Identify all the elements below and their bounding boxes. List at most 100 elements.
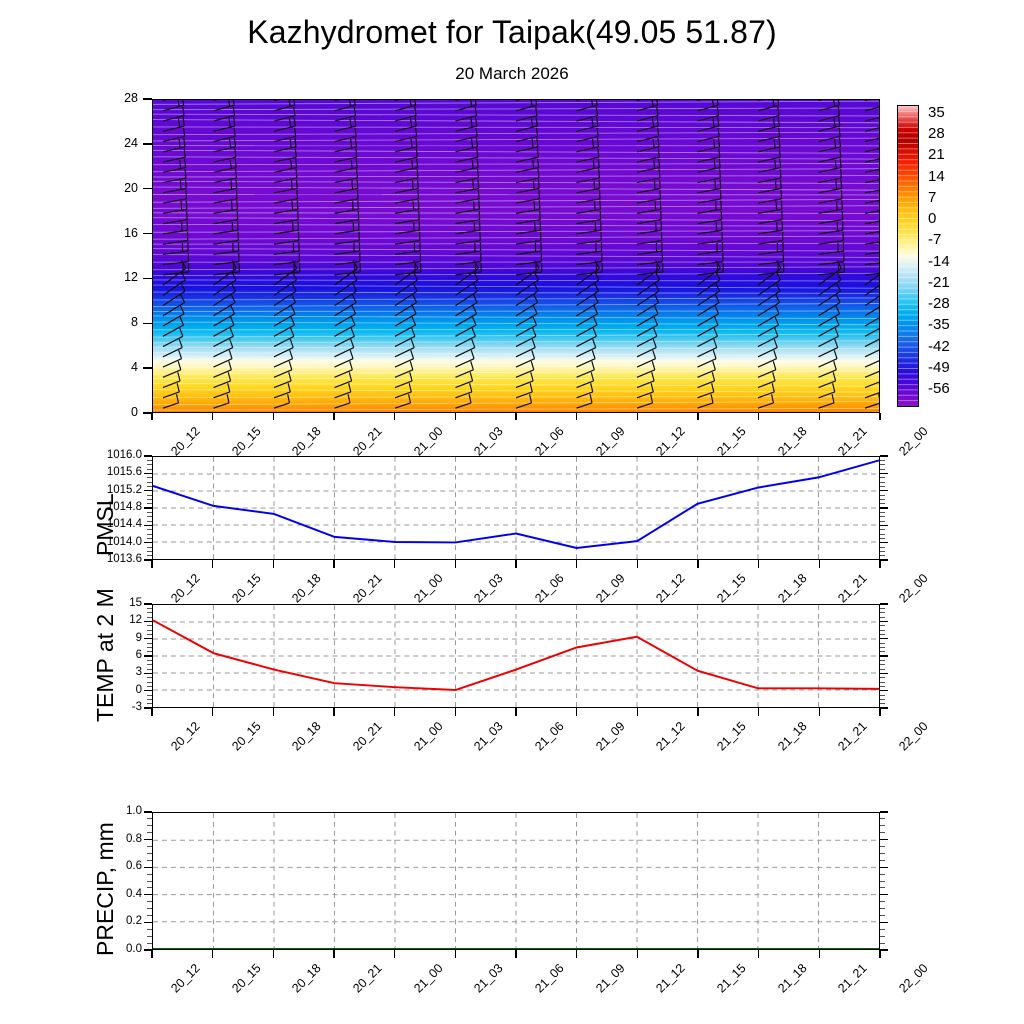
cross-section-tick — [143, 188, 152, 190]
pmsl-x-tick — [818, 560, 821, 568]
cross-section-x-tick — [515, 413, 517, 420]
pmsl-x-label: 21_18 — [774, 571, 810, 606]
temperature-fill — [153, 100, 879, 412]
colorbar-tick-label: 21 — [928, 146, 945, 164]
cross-section-x-tick — [575, 413, 578, 420]
precip-x-label: 20_18 — [289, 961, 324, 996]
temp-minor-tick — [147, 633, 152, 635]
pmsl-minor-tick — [147, 555, 152, 557]
pmsl-x-tick — [151, 560, 153, 568]
temp-minor-tick — [147, 659, 152, 661]
temp-minor-tick — [147, 698, 152, 700]
pmsl-minor-tick — [147, 481, 152, 483]
precip-minor-tick — [147, 942, 152, 944]
pmsl-minor-tick — [147, 550, 152, 552]
pmsl-minor-tick-right — [880, 537, 885, 539]
cross-section-x-label: 20_18 — [289, 424, 324, 459]
temp-y-label: 12 — [129, 614, 142, 627]
page-title: Kazhydromet for Taipak(49.05 51.87) — [247, 14, 777, 50]
precip-minor-tick — [147, 901, 152, 903]
temp-x-label: 21_03 — [471, 719, 506, 754]
temp-minor-tick-right — [880, 694, 885, 696]
temp-y-label: 0 — [135, 683, 142, 696]
precip-minor-tick — [147, 915, 152, 916]
pmsl-tick-right — [880, 507, 888, 509]
cross-section-tick — [143, 322, 152, 324]
precip-y-label: 0.2 — [126, 915, 142, 928]
temp-x-label: 22_00 — [896, 719, 931, 754]
cross-section-y-label: 16 — [124, 225, 138, 240]
temp-y-label: 9 — [135, 631, 142, 644]
pmsl-x-tick — [272, 560, 275, 568]
precip-minor-tick-right — [880, 825, 885, 827]
pmsl-minor-tick-right — [880, 546, 885, 548]
colorbar-tick-label: -7 — [928, 231, 942, 249]
precip-minor-tick — [147, 859, 152, 861]
wind-barbs-overlay — [153, 100, 879, 411]
precip-x-tick — [818, 950, 821, 958]
temp-x-label: 21_15 — [714, 719, 749, 754]
temp-x-label: 21_06 — [532, 719, 567, 754]
cross-section-tick — [143, 143, 152, 145]
temp-x-label: 20_18 — [289, 719, 324, 754]
precip-tick-right — [880, 949, 888, 951]
temp-minor-tick — [147, 646, 152, 648]
colorbar-tick-label: 28 — [928, 125, 945, 143]
colorbar-tick-label: -35 — [928, 316, 950, 334]
precip-minor-tick-right — [880, 846, 885, 847]
temp-x-label: 21_09 — [592, 719, 628, 754]
temp-x-tick — [454, 708, 457, 716]
temp-x-tick — [151, 708, 153, 716]
pmsl-minor-tick — [147, 477, 152, 479]
precip-minor-tick — [147, 825, 152, 827]
temp-minor-tick — [147, 629, 152, 631]
pmsl-minor-tick-right — [880, 481, 885, 483]
temp-minor-tick — [147, 625, 152, 627]
precip-x-tick — [697, 950, 699, 958]
temp-y-label: 15 — [129, 597, 142, 609]
precip-x-label: 21_06 — [532, 961, 567, 996]
pmsl-x-label: 20_21 — [350, 571, 385, 606]
pmsl-x-tick — [515, 560, 517, 568]
temp-x-label: 20_15 — [228, 719, 264, 754]
pmsl-y-label: 1014.4 — [106, 518, 142, 531]
pmsl-x-label: 21_21 — [835, 571, 870, 606]
precip-x-tick — [879, 950, 881, 958]
precip-tick-right — [880, 921, 888, 924]
temp-minor-tick — [147, 607, 152, 609]
pmsl-x-label: 21_15 — [714, 571, 749, 606]
pmsl-tick — [144, 507, 152, 509]
precip-y-label: 0.6 — [126, 860, 142, 873]
precip-minor-tick-right — [880, 818, 885, 820]
precip-x-tick — [454, 950, 457, 958]
cross-section-x-tick — [333, 413, 335, 420]
temp-tick-right — [880, 620, 888, 623]
pmsl-minor-tick — [147, 503, 152, 505]
colorbar-tick-label: 14 — [928, 167, 945, 185]
precip-minor-tick-right — [880, 887, 885, 889]
temp-y-label: 3 — [135, 666, 142, 679]
colorbar-tick-label: -56 — [928, 380, 950, 397]
temp-x-tick — [636, 708, 639, 716]
temp-x-label: 21_00 — [410, 719, 446, 754]
pmsl-tick-right — [880, 541, 888, 544]
precip-tick — [144, 811, 152, 813]
precip-minor-tick — [147, 818, 152, 820]
precip-minor-tick-right — [880, 935, 885, 937]
temp-x-tick — [879, 708, 881, 716]
temp-tick-right — [880, 672, 888, 675]
pmsl-x-tick — [879, 560, 881, 568]
precip-minor-tick-right — [880, 901, 885, 903]
colorbar-tick-label: 7 — [928, 188, 937, 206]
colorbar-tick-label: 35 — [928, 104, 945, 121]
pmsl-minor-tick — [147, 459, 152, 461]
precip-x-tick — [393, 950, 396, 958]
temp-minor-tick — [147, 685, 152, 687]
pmsl-minor-tick — [147, 537, 152, 539]
temp-x-label: 20_12 — [168, 719, 203, 754]
precip-minor-tick — [147, 832, 152, 834]
pmsl-tick-right — [880, 524, 888, 527]
cross-section-x-tick — [879, 413, 881, 420]
pmsl-x-label: 20_15 — [228, 571, 264, 606]
precip-minor-tick — [147, 846, 152, 847]
